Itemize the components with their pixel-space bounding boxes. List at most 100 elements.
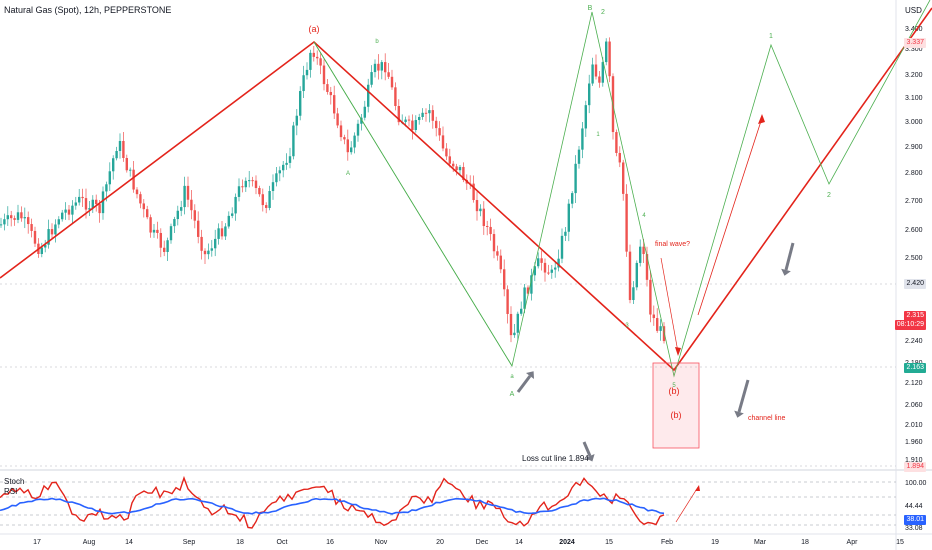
candle-body — [319, 58, 322, 66]
candle-body — [339, 125, 343, 138]
candle-body — [132, 169, 135, 190]
time-axis-label: 16 — [326, 539, 334, 546]
gray-arrow-channel-head — [734, 410, 744, 418]
candle-body — [588, 83, 591, 106]
candle-body — [227, 215, 230, 227]
candle-body — [0, 224, 3, 226]
candle-body — [265, 205, 268, 208]
candle-body — [27, 217, 30, 225]
candle-body — [387, 72, 390, 77]
candle-body — [598, 76, 601, 83]
candle-body — [98, 204, 101, 214]
candle-body — [435, 120, 438, 129]
time-axis-label: Oct — [277, 539, 288, 546]
stoch-line — [0, 475, 665, 529]
candle-body — [122, 140, 125, 158]
green-top-label: B — [588, 5, 593, 12]
price-tick: 3.100 — [905, 95, 923, 102]
label-3: 3 — [625, 323, 629, 329]
candle-body — [261, 194, 264, 206]
candle-body — [108, 171, 111, 185]
candle-body — [652, 314, 655, 319]
candle-body — [424, 112, 428, 114]
candle-body — [258, 188, 261, 195]
wave-b-box[interactable] — [652, 362, 700, 449]
candle-body — [455, 166, 458, 171]
candle-body — [316, 56, 319, 59]
price-tick: 2.600 — [905, 227, 923, 234]
candle-body — [632, 287, 635, 301]
price-tick: 2.060 — [905, 402, 923, 409]
label-4: 4 — [642, 213, 646, 219]
candle-body — [57, 219, 60, 225]
candle-body — [78, 196, 81, 203]
candle-body — [197, 220, 200, 237]
candle-body — [635, 262, 638, 288]
candle-body — [231, 213, 234, 216]
green-bottom-label: A — [510, 391, 515, 398]
price-tick: 3.300 — [905, 46, 923, 53]
candle-body — [112, 158, 115, 172]
candle-body — [537, 258, 540, 267]
candle-body — [486, 225, 489, 227]
candle-body — [275, 173, 278, 183]
symbol-title[interactable]: Natural Gas (Spot), 12h, PEPPERSTONE — [4, 5, 172, 15]
rsi-label[interactable]: RSI — [4, 487, 18, 496]
candle-body — [649, 279, 652, 315]
candle-body — [322, 65, 326, 85]
rsi-value-tag: 38.01 — [904, 515, 926, 525]
candle-body — [496, 251, 499, 256]
low-price-tag: 2.163 — [904, 363, 926, 373]
candle-body — [550, 269, 553, 273]
candle-body — [397, 105, 400, 123]
time-axis-label: 14 — [125, 539, 133, 546]
candle-body — [23, 217, 26, 219]
stoch-label[interactable]: Stoch — [4, 477, 25, 486]
candle-body — [30, 224, 33, 231]
candle-body — [448, 156, 451, 164]
candle-body — [384, 62, 387, 73]
candle-body — [91, 199, 94, 209]
candle-body — [271, 182, 275, 192]
indicator-tick: 100.00 — [905, 480, 927, 487]
candle-body — [421, 112, 424, 118]
time-axis-label: 2024 — [559, 539, 575, 546]
price-tick: 1.960 — [905, 439, 923, 446]
price-tick: 3.200 — [905, 72, 923, 79]
candle-body — [492, 234, 496, 252]
candle-body — [84, 198, 88, 210]
candle-body — [329, 91, 332, 96]
candle-body — [278, 170, 281, 174]
candle-body — [523, 287, 526, 309]
final-wave-arrow-head — [675, 347, 681, 356]
candle-body — [482, 208, 485, 226]
candle-body — [418, 117, 421, 121]
time-axis-label: Aug — [83, 539, 96, 546]
rsi-line — [0, 497, 665, 515]
candle-body — [577, 149, 581, 164]
candle-body — [129, 169, 132, 171]
gray-arrow-a-head — [526, 371, 534, 379]
candle-body — [64, 209, 67, 213]
candle-body — [285, 162, 288, 165]
gray-arrow-loss-head — [585, 454, 595, 462]
candle-body — [479, 208, 482, 212]
candle-body — [513, 332, 516, 336]
candle-body — [353, 135, 356, 148]
indicator-arrow — [675, 486, 699, 523]
label-5: 5 — [672, 383, 676, 389]
candle-body — [81, 196, 84, 199]
candle-body — [622, 162, 625, 194]
candle-body — [356, 123, 360, 136]
time-axis-label: 17 — [33, 539, 41, 546]
candle-body — [608, 41, 611, 77]
candle-body — [475, 200, 479, 212]
candle-body — [605, 41, 608, 63]
price-tick: 2.700 — [905, 198, 923, 205]
label-a-low: a — [510, 374, 514, 380]
candle-body — [180, 207, 183, 211]
candle-body — [567, 203, 570, 232]
candle-body — [186, 185, 190, 200]
